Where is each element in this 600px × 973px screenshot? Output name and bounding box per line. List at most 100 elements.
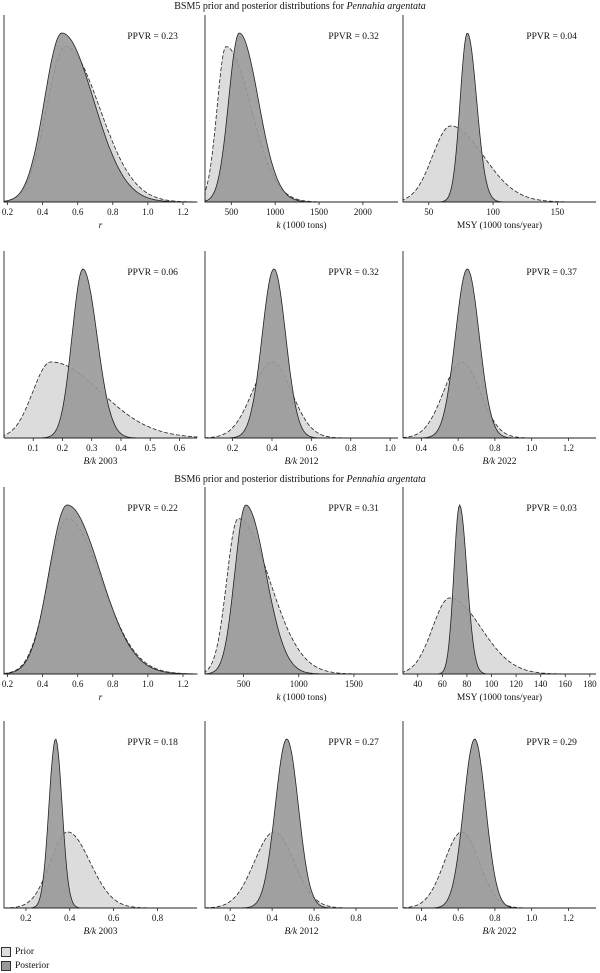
x-tick-label: 0.2 bbox=[20, 913, 31, 923]
x-tick-label: 0.5 bbox=[145, 443, 157, 453]
posterior-density-area bbox=[205, 738, 398, 909]
ppvr-label: PPVR = 0.23 bbox=[127, 32, 178, 42]
posterior-density-area bbox=[403, 268, 596, 439]
x-tick-label: 0.6 bbox=[308, 913, 320, 923]
section-title-text: BSM5 prior and posterior distributions f… bbox=[174, 1, 347, 12]
x-axis-label: B/k 2003 bbox=[83, 927, 117, 937]
ppvr-label: PPVR = 0.18 bbox=[127, 738, 178, 748]
x-tick-label: 50 bbox=[424, 207, 434, 217]
x-tick-label: 1.0 bbox=[526, 913, 538, 923]
posterior-density-area bbox=[403, 738, 596, 909]
chart-panel: 0.4 0.6 0.8 1.0 1.2 B/k 2022 PPVR = 0.37 bbox=[402, 251, 596, 467]
x-tick-label: 60 bbox=[438, 679, 448, 689]
x-tick-label: 0.8 bbox=[345, 443, 357, 453]
x-axis-label: B/k 2022 bbox=[482, 457, 516, 467]
x-tick-label: 0.4 bbox=[266, 443, 278, 453]
posterior-density-area bbox=[204, 32, 398, 203]
legend-item-prior: Prior bbox=[1, 946, 34, 958]
x-tick-label: 0.1 bbox=[28, 443, 39, 453]
x-tick-label: 1000 bbox=[266, 207, 285, 217]
x-axis-label: k (1000 tons) bbox=[276, 692, 326, 703]
x-tick-label: 0.3 bbox=[86, 443, 98, 453]
x-tick-label: 0.2 bbox=[2, 679, 13, 689]
prior-swatch-icon bbox=[1, 947, 11, 957]
prior-density-area bbox=[3, 831, 197, 909]
prior-density-area bbox=[402, 361, 596, 439]
ppvr-label: PPVR = 0.03 bbox=[526, 504, 577, 514]
posterior-density-area bbox=[3, 504, 198, 675]
prior-density-area bbox=[402, 597, 596, 675]
x-axis-label: MSY (1000 tons/year) bbox=[457, 692, 542, 703]
x-axis-label: MSY (1000 tons/year) bbox=[457, 220, 542, 231]
x-tick-label: 0.6 bbox=[453, 913, 465, 923]
chart-panel: 500 1000 1500 2000 k (1000 tons) PPVR = 0.32 bbox=[204, 15, 398, 231]
x-tick-label: 0.8 bbox=[107, 207, 119, 217]
chart-panel: 0.2 0.4 0.6 0.8 1.0 1.2 r PPVR = 0.23 bbox=[2, 15, 198, 231]
x-tick-label: 1500 bbox=[345, 679, 364, 689]
x-tick-label: 0.2 bbox=[2, 207, 13, 217]
x-tick-label: 0.4 bbox=[416, 443, 428, 453]
x-axis-label: B/k 2003 bbox=[83, 457, 117, 467]
chart-panel: 0.2 0.4 0.6 0.8 1.0 B/k 2012 PPVR = 0.32 bbox=[204, 251, 398, 467]
ppvr-label: PPVR = 0.27 bbox=[328, 738, 379, 748]
x-tick-label: 80 bbox=[462, 679, 472, 689]
posterior-density-area bbox=[3, 32, 197, 203]
ppvr-label: PPVR = 0.32 bbox=[328, 32, 379, 42]
chart-panel: 40 60 80 100 120 140 160 180 MSY (1000 tons/year… bbox=[402, 487, 597, 703]
section-title-bsm6: BSM6 prior and posterior distributions f… bbox=[0, 474, 600, 486]
x-tick-label: 1.2 bbox=[177, 679, 188, 689]
chart-panel: 500 1000 1500 k (1000 tons) PPVR = 0.31 bbox=[204, 487, 398, 703]
x-axis-label: B/k 2022 bbox=[482, 927, 516, 937]
x-tick-label: 1.0 bbox=[142, 679, 154, 689]
x-tick-label: 100 bbox=[485, 679, 499, 689]
x-tick-label: 0.8 bbox=[152, 913, 164, 923]
x-tick-label: 180 bbox=[583, 679, 597, 689]
section-title-species: Pennahia argentata bbox=[346, 474, 426, 485]
section-title-species: Pennahia argentata bbox=[346, 1, 426, 12]
x-tick-label: 120 bbox=[509, 679, 523, 689]
ppvr-label: PPVR = 0.32 bbox=[328, 268, 379, 278]
x-tick-label: 150 bbox=[551, 207, 565, 217]
posterior-swatch-icon bbox=[1, 961, 11, 971]
ppvr-label: PPVR = 0.06 bbox=[127, 268, 178, 278]
x-tick-label: 2000 bbox=[354, 207, 373, 217]
x-tick-label: 0.2 bbox=[225, 913, 236, 923]
x-tick-label: 0.4 bbox=[267, 913, 279, 923]
chart-panel: 0.2 0.4 0.6 0.8 1.0 1.2 r PPVR = 0.22 bbox=[2, 487, 198, 703]
chart-panel: 0.1 0.2 0.3 0.4 0.5 0.6 B/k 2003 PPVR = 0.06 bbox=[3, 251, 198, 467]
x-tick-label: 500 bbox=[225, 207, 239, 217]
x-tick-label: 1.2 bbox=[177, 207, 188, 217]
chart-panel: 50 100 150 MSY (1000 tons/year) PPVR = 0.04 bbox=[402, 15, 596, 231]
x-tick-label: 0.6 bbox=[72, 679, 84, 689]
x-tick-label: 1500 bbox=[310, 207, 329, 217]
x-tick-label: 0.6 bbox=[72, 207, 84, 217]
x-tick-label: 1.0 bbox=[526, 443, 538, 453]
x-tick-label: 0.4 bbox=[37, 207, 49, 217]
section-title-text: BSM6 prior and posterior distributions f… bbox=[174, 474, 347, 485]
x-tick-label: 0.8 bbox=[489, 913, 501, 923]
ppvr-label: PPVR = 0.29 bbox=[526, 738, 577, 748]
x-tick-label: 140 bbox=[534, 679, 548, 689]
ppvr-label: PPVR = 0.31 bbox=[328, 504, 379, 514]
section-title-bsm5: BSM5 prior and posterior distributions f… bbox=[0, 1, 600, 13]
x-axis-label: k (1000 tons) bbox=[276, 220, 326, 231]
x-tick-label: 0.4 bbox=[416, 913, 428, 923]
ppvr-label: PPVR = 0.22 bbox=[127, 504, 178, 514]
x-tick-label: 0.2 bbox=[57, 443, 68, 453]
x-tick-label: 0.6 bbox=[174, 443, 186, 453]
x-axis-label: r bbox=[99, 221, 103, 231]
x-tick-label: 0.8 bbox=[489, 443, 501, 453]
x-tick-label: 160 bbox=[559, 679, 573, 689]
x-tick-label: 1.0 bbox=[384, 443, 396, 453]
chart-panel: 0.2 0.4 0.6 0.8 B/k 2012 PPVR = 0.27 bbox=[204, 721, 398, 937]
x-tick-label: 0.4 bbox=[115, 443, 127, 453]
prior-density-area bbox=[402, 125, 596, 203]
chart-panel: 0.4 0.6 0.8 1.0 1.2 B/k 2022 PPVR = 0.29 bbox=[402, 721, 596, 937]
x-tick-label: 0.8 bbox=[350, 913, 362, 923]
ppvr-label: PPVR = 0.04 bbox=[526, 32, 577, 42]
x-tick-label: 0.4 bbox=[37, 679, 49, 689]
x-tick-label: 0.6 bbox=[306, 443, 318, 453]
x-tick-label: 0.6 bbox=[108, 913, 120, 923]
x-axis-label: r bbox=[99, 693, 103, 703]
